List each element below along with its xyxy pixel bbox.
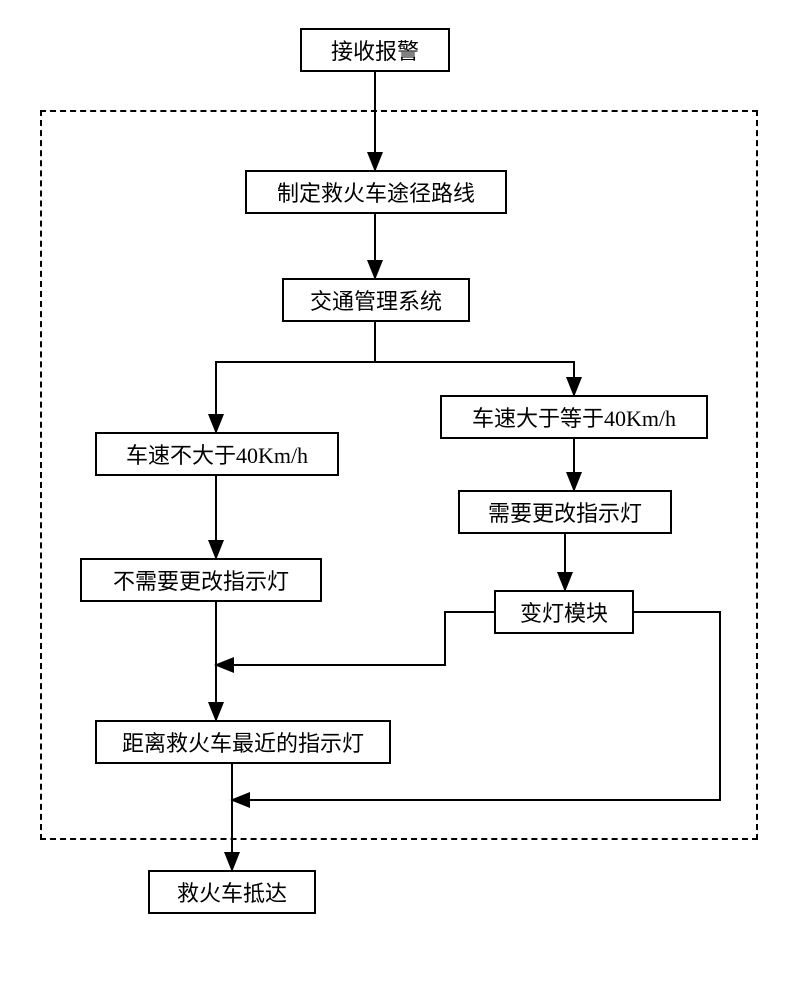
node-traffic-system: 交通管理系统 (282, 278, 470, 322)
node-nearest-light: 距离救火车最近的指示灯 (95, 720, 391, 764)
label: 救火车抵达 (177, 876, 287, 908)
node-no-change: 不需要更改指示灯 (80, 558, 322, 602)
label: 变灯模块 (520, 596, 608, 628)
label: 接收报警 (331, 34, 419, 66)
node-receive-alarm: 接收报警 (300, 28, 450, 72)
label: 距离救火车最近的指示灯 (122, 726, 364, 758)
node-light-module: 变灯模块 (494, 590, 634, 634)
node-speed-leq: 车速不大于40Km/h (95, 432, 339, 476)
node-speed-geq: 车速大于等于40Km/h (440, 395, 708, 439)
node-need-change: 需要更改指示灯 (458, 490, 672, 534)
label: 交通管理系统 (310, 284, 442, 316)
node-arrive: 救火车抵达 (148, 870, 316, 914)
label: 需要更改指示灯 (488, 496, 642, 528)
label: 车速不大于40Km/h (126, 438, 308, 470)
label: 不需要更改指示灯 (113, 564, 289, 596)
label: 制定救火车途径路线 (277, 176, 475, 208)
label: 车速大于等于40Km/h (472, 401, 676, 433)
node-plan-route: 制定救火车途径路线 (245, 170, 507, 214)
